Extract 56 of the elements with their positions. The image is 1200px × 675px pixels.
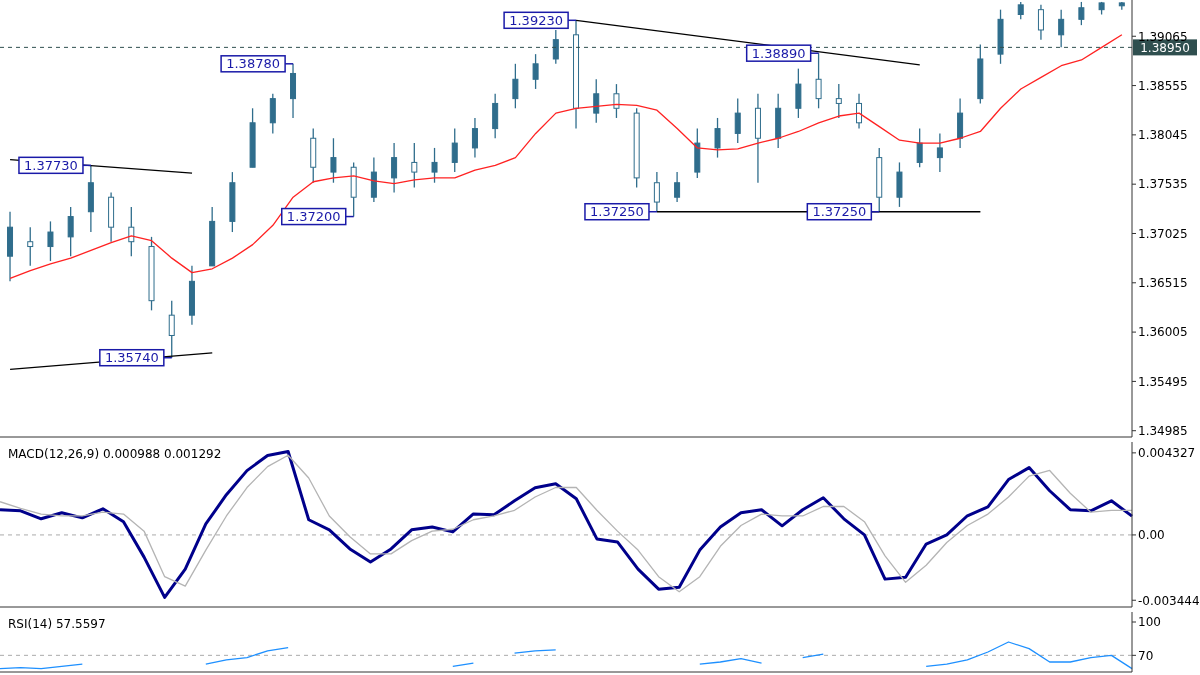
annotation: 1.38780 [226, 56, 280, 72]
line-series [9, 34, 1123, 280]
y-tick-label: 1.35495 [1138, 374, 1188, 389]
candlestick [451, 127, 458, 173]
price-note: 1.39230 [503, 11, 577, 30]
y-tick-label: 1.36515 [1138, 276, 1188, 291]
annotation: 1.39230 [509, 12, 563, 28]
price-note: 1.37200 [281, 207, 355, 226]
candlestick [471, 117, 478, 159]
y-tick-label: 1.38045 [1138, 128, 1188, 143]
y-tick-label: 100 [1138, 615, 1161, 630]
y-tick-label: -0.003444 [1138, 593, 1200, 608]
candlestick [1037, 4, 1044, 41]
candlestick [593, 78, 600, 124]
candlestick [674, 171, 681, 203]
candlestick [330, 137, 337, 184]
candlestick [67, 206, 74, 257]
price-note: 1.37250 [584, 203, 658, 221]
candlestick [27, 226, 34, 267]
price-note: 1.37250 [806, 203, 881, 221]
y-tick-label: 0.004327 [1138, 446, 1196, 461]
candlestick [835, 83, 842, 119]
annotation: 1.37250 [590, 204, 644, 220]
price-note: 1.37730 [18, 156, 92, 175]
y-tick-label: 1.37535 [1138, 177, 1188, 192]
candlestick [1078, 1, 1085, 26]
annotation: 1.37200 [286, 209, 341, 225]
annotation: 1.37250 [812, 204, 867, 220]
candlestick [391, 142, 398, 194]
candlestick [552, 29, 559, 65]
candlestick [431, 147, 438, 184]
candlestick [47, 220, 54, 262]
annotation: 1.37730 [24, 157, 78, 173]
candlestick [613, 83, 620, 119]
annotation: 1.38890 [751, 45, 806, 61]
candlestick [734, 97, 741, 144]
y-tick-label: 1.34985 [1138, 423, 1188, 438]
annotation: 1.35740 [104, 350, 159, 366]
candlestick [1058, 9, 1065, 49]
y-tick-label: 70 [1138, 648, 1154, 663]
y-tick-label: 0.00 [1138, 528, 1165, 543]
chart-title: MACD(12,26,9) 0.000988 0.001292 [8, 447, 222, 461]
price-note: 1.35740 [99, 348, 173, 367]
y-tick-label: 1.36005 [1138, 325, 1188, 340]
price-note: 1.38890 [745, 44, 820, 62]
price-note: 1.38780 [220, 55, 294, 73]
chart-title: RSI(14) 57.5597 [8, 617, 106, 631]
candlestick [714, 117, 721, 159]
candlestick [936, 132, 943, 173]
candlestick [411, 142, 418, 189]
y-tick-label: 1.37025 [1138, 226, 1188, 241]
candlestick [856, 93, 863, 130]
y-tick-label: 1.38555 [1138, 78, 1188, 93]
candlestick [916, 127, 923, 168]
candlestick [512, 63, 519, 109]
candlestick [532, 53, 539, 90]
